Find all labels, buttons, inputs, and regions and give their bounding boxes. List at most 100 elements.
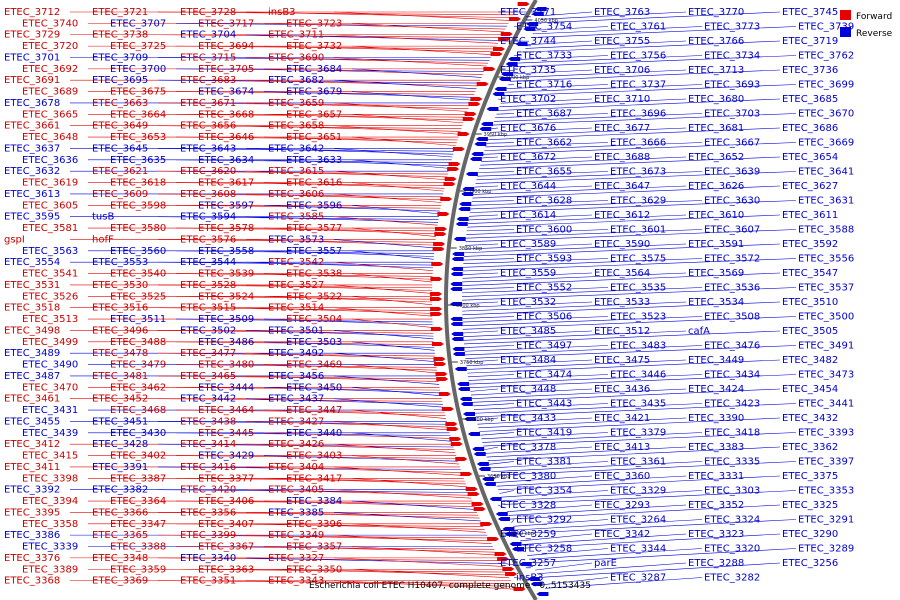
gene-label: ETEC_3709: [92, 52, 148, 63]
label-connector: [333, 148, 453, 158]
gene-feature: [451, 337, 464, 341]
gene-label: ETEC_3662: [516, 138, 572, 149]
gene-feature: [465, 487, 478, 491]
label-connector: [462, 287, 515, 290]
gene-label: ETEC_3398: [22, 473, 78, 484]
genome-caption: Escherichia coli ETEC H10407, complete g…: [309, 581, 591, 591]
label-connector: [467, 214, 781, 228]
gene-label: ETEC_3734: [704, 51, 760, 62]
label-connector: [483, 432, 797, 447]
gene-label: ETEC_3353: [798, 486, 854, 497]
gene-feature: [462, 117, 475, 121]
label-connector: [464, 243, 593, 250]
gene-label: ETEC_3630: [704, 196, 760, 207]
gene-label: ETEC_3706: [594, 65, 650, 76]
gene-label: ETEC_3670: [798, 109, 854, 120]
gene-label: ETEC_3436: [594, 384, 650, 395]
gene-label: ETEC_3289: [798, 544, 854, 555]
kbp-ticks: 4050 kbp 4000 kbp 3950 kbp 3900 kbp 3850 kbp…: [448, 18, 558, 537]
gene-label: tusB: [92, 212, 114, 223]
label-connector: [466, 229, 609, 235]
gene-label: ETEC_3293: [594, 500, 650, 511]
label-connector: [245, 557, 502, 564]
gene-label: ETEC_3331: [688, 471, 744, 482]
gene-feature: [430, 297, 443, 301]
gene-feature: [450, 287, 463, 291]
gene-label: ETEC_3740: [22, 18, 78, 29]
label-connector: [534, 562, 593, 571]
gene-feature: [479, 127, 492, 131]
gene-label: ETEC_3497: [516, 341, 572, 352]
gene-feature: [464, 417, 477, 421]
gene-label: ETEC_3354: [516, 486, 572, 497]
label-connector: [263, 296, 433, 303]
label-connector: [175, 568, 507, 573]
label-connector: [462, 272, 499, 275]
gene-label: ETEC_3704: [180, 30, 236, 41]
label-connector: [472, 185, 781, 199]
gene-label: ETEC_3473: [798, 370, 854, 381]
gene-label: ETEC_3444: [198, 382, 254, 393]
gene-label: ETEC_3613: [4, 189, 60, 200]
gene-label: ETEC_3288: [688, 558, 744, 569]
gene-feature: [450, 442, 463, 446]
gene-label: ETEC_3369: [92, 576, 148, 587]
label-connector: [491, 127, 499, 130]
label-connector: [471, 388, 593, 396]
gene-label: ETEC_3575: [610, 254, 666, 265]
gene-label: ETEC_3766: [688, 36, 744, 47]
gene-label: ETEC_3569: [688, 268, 744, 279]
gene-label: ETEC_3348: [92, 553, 148, 564]
gene-label: ETEC_3656: [180, 121, 236, 132]
gene-label: ETEC_3707: [110, 18, 166, 29]
label-connector: [520, 533, 593, 542]
gene-label: ETEC_3512: [594, 326, 650, 337]
gene-label: ETEC_3684: [286, 64, 342, 75]
gene-feature: [435, 227, 448, 231]
gene-label: ETEC_3537: [798, 283, 854, 294]
label-connector: [333, 443, 456, 453]
gene-label: ETEC_3469: [286, 360, 342, 371]
label-connector: [263, 455, 458, 462]
label-connector: [245, 216, 439, 223]
label-connector: [495, 113, 609, 119]
label-connector: [333, 534, 492, 544]
label-connector: [538, 562, 781, 578]
label-connector: [477, 171, 609, 177]
gene-label: ETEC_3441: [798, 399, 854, 410]
label-connector: [157, 512, 479, 516]
label-connector: [463, 258, 515, 261]
gene-label: ETEC_3475: [594, 355, 650, 366]
gene-label: ETEC_3716: [516, 80, 572, 91]
label-connector: [333, 170, 447, 181]
label-connector: [463, 330, 687, 341]
label-connector: [485, 142, 609, 148]
gene-label: ETEC_3608: [180, 189, 236, 200]
label-connector: [245, 398, 443, 405]
gene-label: ETEC_3585: [268, 212, 324, 223]
label-connector: [466, 359, 593, 367]
label-connector: [503, 84, 797, 97]
gene-label: ETEC_3352: [688, 500, 744, 511]
gene-feature: [448, 162, 461, 166]
gene-label: ETEC_3552: [516, 283, 572, 294]
gene-feature: [502, 567, 515, 571]
gene-label: ETEC_3607: [704, 225, 760, 236]
gene-label: ETEC_3674: [198, 87, 254, 98]
gene-label: ETEC_3654: [782, 152, 838, 163]
gene-label: ETEC_3328: [500, 500, 556, 511]
label-connector: [351, 45, 493, 55]
label-connector: [462, 316, 703, 327]
gene-feature: [512, 547, 525, 551]
label-connector: [245, 534, 491, 542]
label-connector: [463, 330, 781, 345]
gene-label: ETEC_3440: [286, 428, 342, 439]
legend-swatch-reverse: [840, 27, 851, 37]
gene-feature: [498, 77, 511, 81]
gene-feature: [444, 177, 457, 181]
gene-feature: [432, 247, 445, 251]
gene-label: ETEC_3530: [92, 280, 148, 291]
label-connector: [470, 200, 609, 206]
label-connector: [468, 214, 593, 221]
gene-label: ETEC_3677: [594, 123, 650, 134]
